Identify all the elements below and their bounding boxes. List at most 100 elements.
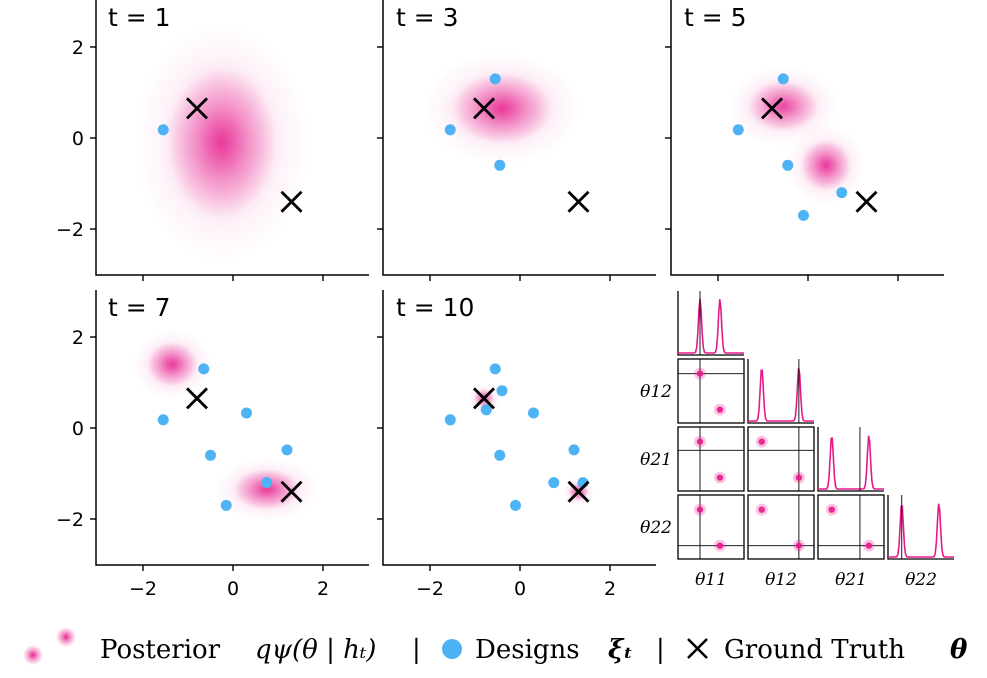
y-tick-label: 0 (72, 128, 84, 150)
ground-truth-marker (473, 387, 495, 410)
design-point (198, 363, 210, 375)
ground-truth-marker (186, 387, 208, 410)
design-point (205, 449, 216, 461)
x-tick-label: 2 (317, 578, 329, 600)
joint-density-point (696, 506, 704, 513)
panel-t5: t = 5 (665, 0, 944, 281)
design-points (157, 363, 293, 511)
corner-col-label: θ21 (835, 570, 867, 590)
posterior-heatmap (422, 52, 582, 165)
design-point (798, 209, 809, 221)
design-point (444, 414, 456, 426)
legend: Posterior qψ(θ | hₜ) | Designs ξₜ | Grou… (23, 627, 968, 665)
ground-truth-stroke (280, 190, 303, 213)
design-point (157, 124, 169, 136)
corner-row-label: θ22 (640, 518, 672, 538)
ground-truth-marker (280, 190, 303, 213)
corner-frame (677, 358, 745, 424)
design-point (528, 407, 539, 419)
corner-marginal-cell (677, 291, 744, 356)
ground-truth-stroke (567, 190, 590, 213)
design-point (777, 73, 789, 85)
y-tick-label: −2 (56, 509, 84, 531)
x-axis-ticks (429, 275, 611, 281)
corner-joint-cell (817, 494, 885, 560)
ground-truth-marker (567, 480, 590, 503)
marginal-histogram (888, 503, 954, 558)
panel-axes-frame (382, 0, 656, 276)
ground-truth-markers (761, 97, 878, 213)
ground-truth-stroke (186, 97, 208, 120)
ground-truth-stroke (473, 97, 495, 120)
design-points (732, 73, 848, 221)
ground-truth-markers (473, 97, 590, 213)
ground-truth-stroke (567, 480, 590, 503)
ground-truth-marker (567, 190, 590, 213)
joint-density-point (758, 506, 765, 513)
corner-frame (817, 427, 884, 492)
ground-truth-marker (186, 97, 208, 120)
joint-density-point (696, 370, 704, 377)
joint-density-point (828, 506, 835, 513)
corner-frame (747, 426, 815, 492)
joint-density-point (758, 438, 765, 445)
panel-title: t = 10 (396, 293, 474, 322)
joint-density-point (865, 542, 873, 549)
design-point (732, 124, 744, 136)
marginal-histogram (748, 367, 814, 422)
corner-joint-cell (677, 358, 745, 424)
ground-truth-swatch-icon (687, 638, 708, 659)
panel-title: t = 5 (684, 3, 747, 32)
x-tick-label: −2 (416, 578, 444, 600)
ground-truth-stroke (186, 387, 208, 410)
design-point (548, 477, 560, 489)
ground-truth-marker (280, 480, 303, 503)
y-axis-ticks: 2 0 −2 (56, 37, 96, 241)
panel-axes-frame (95, 290, 369, 566)
ground-truth-stroke (280, 480, 303, 503)
posterior-density (801, 140, 851, 191)
legend-posterior-label: Posterior (100, 635, 221, 665)
corner-marginal-cell (817, 427, 884, 492)
joint-density-point (696, 438, 704, 445)
panel-t7: 2 0 −2 −2 0 2 t = 7 (56, 290, 369, 600)
posterior-heatmap (727, 66, 866, 206)
x-axis-ticks: −2 0 2 (129, 565, 329, 600)
posterior-density (452, 73, 552, 144)
joint-density-point (716, 542, 724, 549)
panel-title: t = 3 (396, 3, 459, 32)
panel-title: t = 1 (108, 3, 171, 32)
y-axis-ticks: 2 0 −2 (56, 327, 96, 531)
joint-density-point (716, 474, 724, 481)
x-axis-ticks (142, 275, 324, 281)
posterior-heatmap (134, 22, 309, 263)
posterior-density (748, 81, 818, 132)
panel-axes-frame (670, 0, 944, 276)
ground-truth-stroke (473, 387, 495, 410)
design-point (241, 407, 252, 419)
marginal-histogram (678, 298, 744, 354)
corner-frame (747, 359, 814, 424)
corner-row-label: θ21 (640, 450, 672, 470)
design-point (836, 187, 848, 199)
panel-axes-frame (95, 0, 369, 276)
joint-density-point (795, 474, 803, 481)
x-axis-ticks (717, 275, 899, 281)
panel-title: t = 7 (108, 293, 171, 322)
panel-t3: t = 3 (377, 0, 656, 281)
corner-marginal-cell (747, 359, 814, 424)
design-point (261, 477, 273, 489)
legend-designs-math: ξₜ (608, 635, 633, 665)
design-point (496, 385, 508, 397)
ground-truth-marker (855, 190, 878, 213)
legend-ground-truth-label: Ground Truth (724, 635, 905, 665)
design-point (494, 159, 506, 171)
corner-plot: θ12 θ21 θ22 θ11 θ12 θ21 θ22 (640, 291, 954, 590)
ground-truth-stroke (761, 97, 783, 120)
y-tick-label: −2 (56, 219, 84, 241)
legend-designs-label: Designs (475, 635, 580, 665)
panel-t10: −2 0 2 t = 10 (377, 290, 656, 600)
corner-col-label: θ11 (695, 570, 727, 590)
design-point (489, 363, 501, 375)
